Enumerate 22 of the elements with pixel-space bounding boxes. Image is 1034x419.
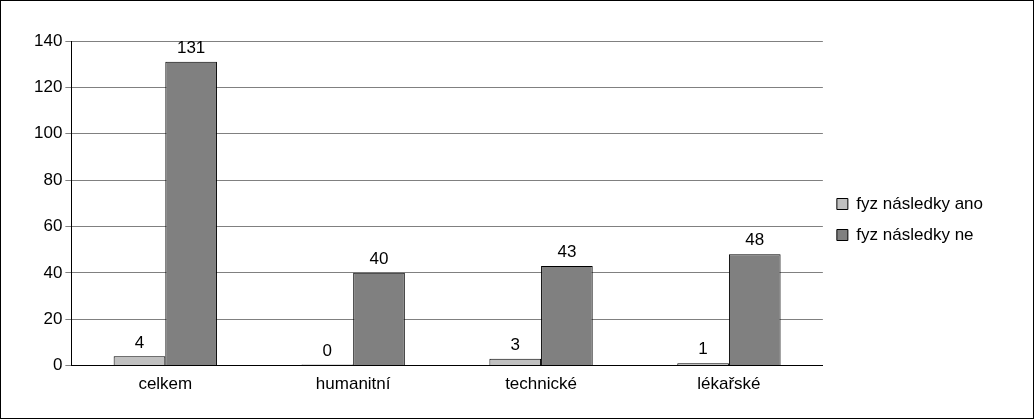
data-label: 131 xyxy=(176,38,206,58)
data-label: 4 xyxy=(134,332,145,352)
y-tick-label: 140 xyxy=(33,30,63,50)
x-tick-label: humanitní xyxy=(315,374,391,394)
y-tick-label: 100 xyxy=(33,123,63,143)
legend-label: fyz následky ano xyxy=(856,193,984,213)
y-tick-label: 0 xyxy=(52,355,63,375)
data-label: 40 xyxy=(369,249,389,269)
x-tick-label: lékařské xyxy=(697,374,761,394)
data-label: 3 xyxy=(510,334,520,354)
x-tick-label: technické xyxy=(505,374,577,394)
data-label: 43 xyxy=(557,242,577,262)
y-tick-label: 40 xyxy=(43,262,63,282)
y-tick-label: 80 xyxy=(43,169,63,189)
y-tick-label: 120 xyxy=(33,77,63,97)
legend-label: fyz následky ne xyxy=(856,224,974,244)
data-label: 0 xyxy=(322,340,333,360)
x-tick-label: celkem xyxy=(138,374,193,394)
data-label: 1 xyxy=(698,339,708,359)
data-label: 48 xyxy=(745,230,765,250)
y-tick-label: 20 xyxy=(43,308,63,328)
y-tick-label: 60 xyxy=(43,216,63,236)
